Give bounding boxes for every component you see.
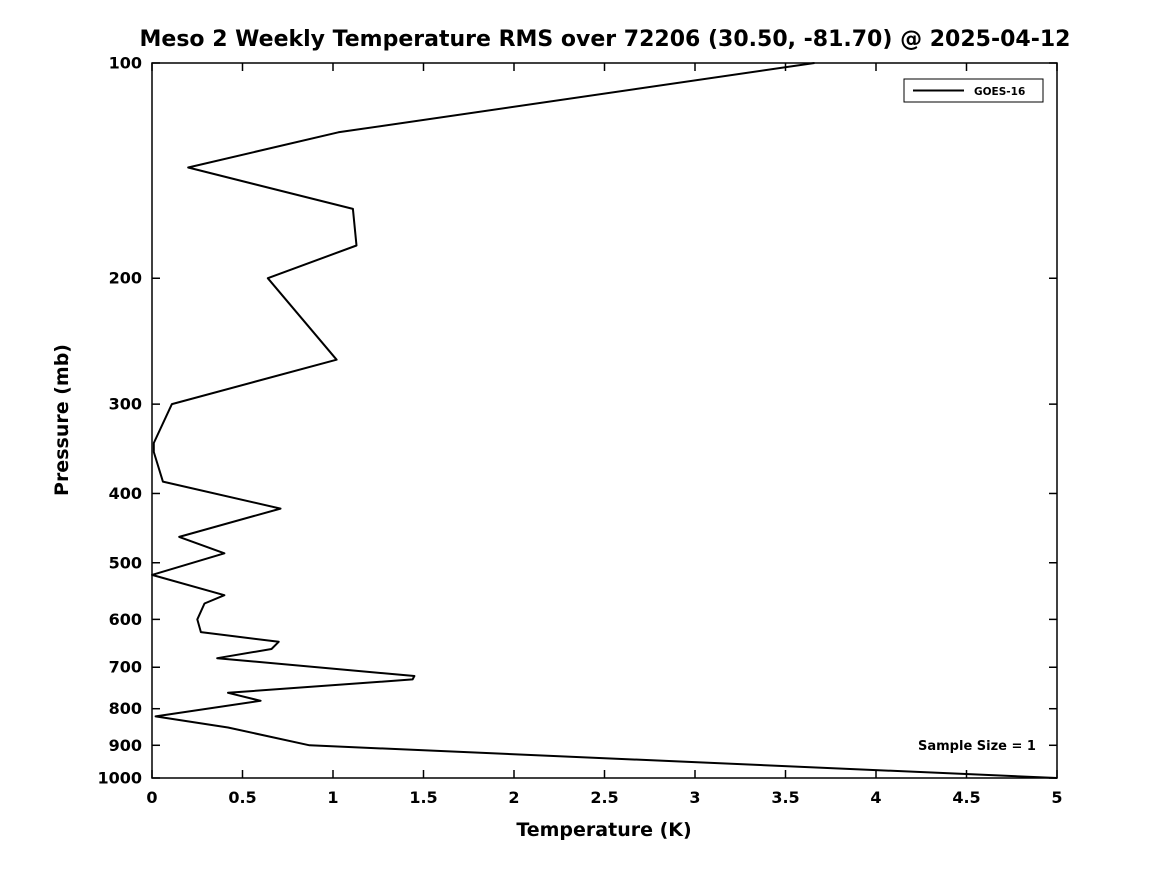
x-tick-label: 3.5 (771, 788, 799, 807)
x-axis-label: Temperature (K) (516, 819, 691, 841)
y-tick-label: 300 (109, 395, 142, 414)
x-tick-label: 5 (1051, 788, 1062, 807)
x-tick-label: 2 (508, 788, 519, 807)
y-tick-label: 600 (109, 610, 142, 629)
goes16-series-line (151, 62, 1058, 779)
y-axis-ticks: 100 200 300 400 500 600 700 800 900 1000 (97, 54, 1057, 788)
sample-size-annotation: Sample Size = 1 (918, 739, 1036, 754)
y-tick-label: 800 (109, 699, 142, 718)
x-tick-label: 2.5 (590, 788, 618, 807)
y-tick-label: 900 (109, 736, 142, 755)
legend-label-goes16: GOES-16 (974, 86, 1025, 98)
x-tick-label: 0 (146, 788, 157, 807)
y-tick-label: 200 (109, 269, 142, 288)
y-tick-label: 500 (109, 553, 142, 572)
y-tick-label: 100 (109, 54, 142, 73)
legend-box (903, 78, 1044, 103)
y-axis-label: Pressure (mb) (51, 344, 73, 496)
chart-title: Meso 2 Weekly Temperature RMS over 72206… (140, 27, 1071, 52)
y-tick-label: 400 (109, 484, 142, 503)
x-tick-label: 1.5 (409, 788, 437, 807)
legend: GOES-16 (903, 78, 1044, 103)
x-tick-label: 1 (327, 788, 338, 807)
x-tick-label: 3 (689, 788, 700, 807)
y-tick-label: 1000 (97, 769, 142, 788)
x-tick-label: 0.5 (228, 788, 256, 807)
x-tick-label: 4 (870, 788, 881, 807)
y-tick-label: 700 (109, 658, 142, 677)
plot-area (151, 62, 1058, 779)
x-axis-ticks: 0 0.5 1 1.5 2 2.5 3 3.5 4 4.5 5 (146, 63, 1063, 807)
x-tick-label: 4.5 (952, 788, 980, 807)
